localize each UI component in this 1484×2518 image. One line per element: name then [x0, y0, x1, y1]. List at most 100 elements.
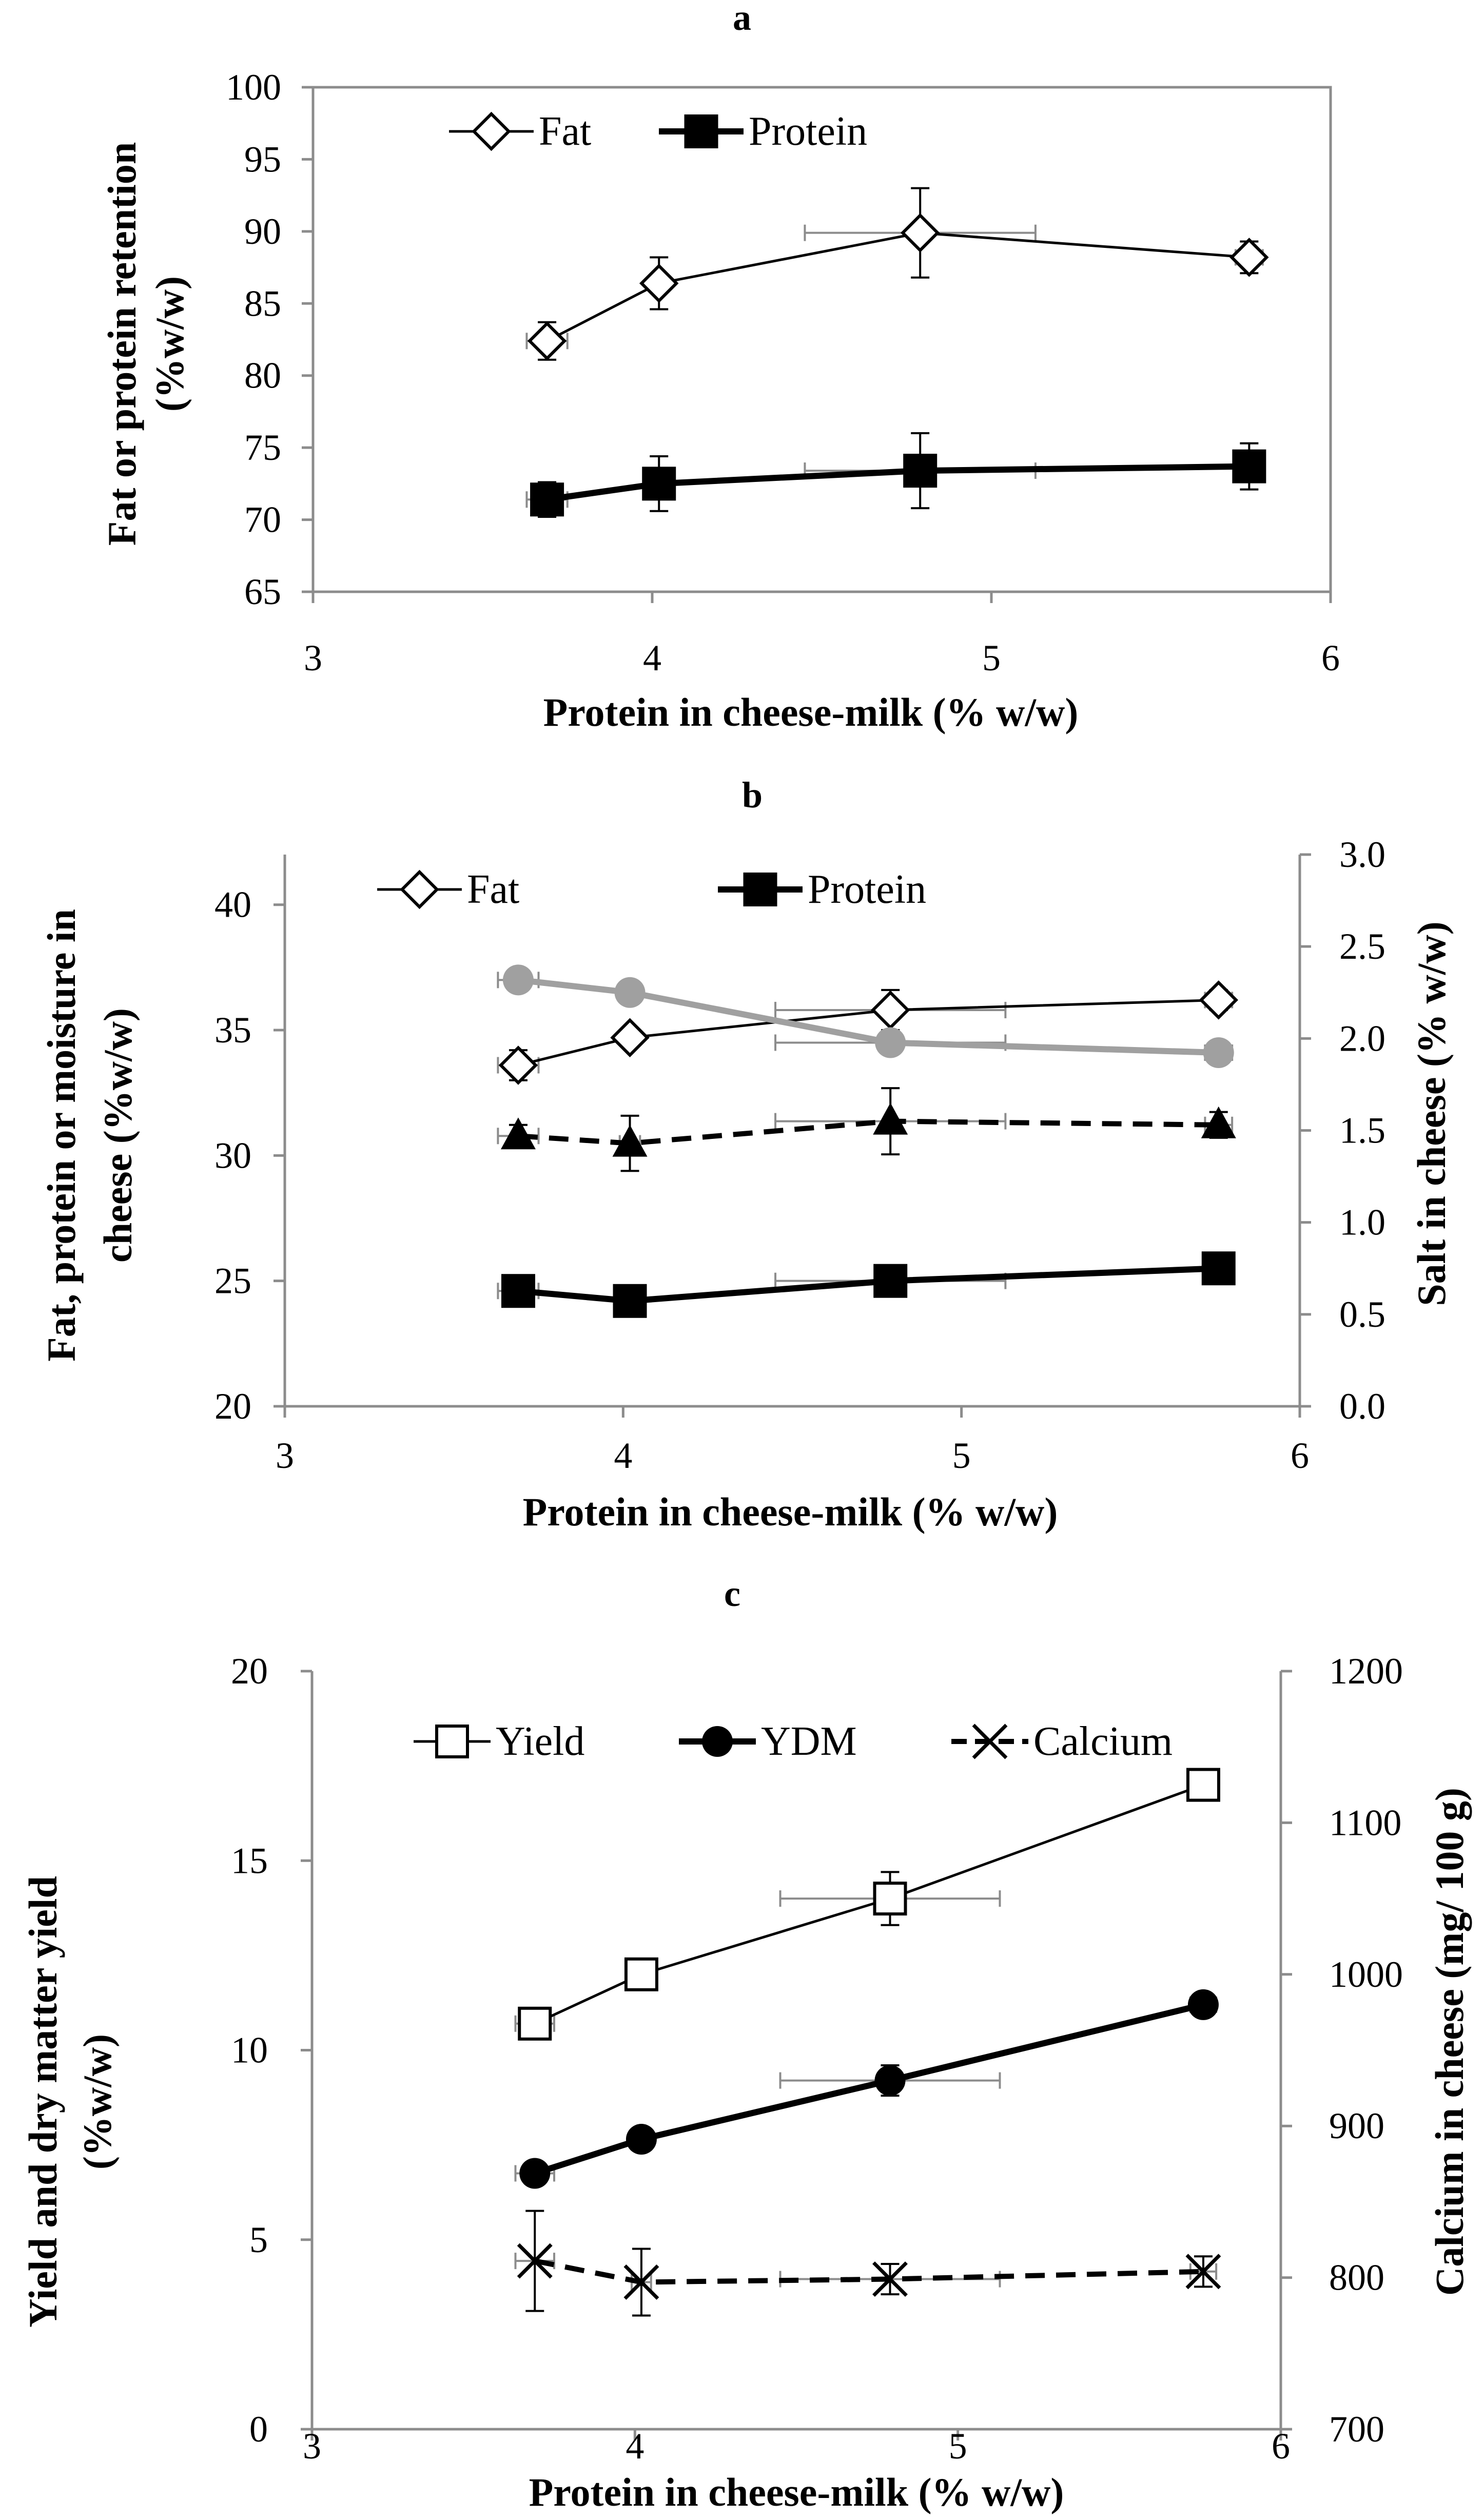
series-fat — [525, 187, 1269, 361]
legend-marker — [702, 1726, 733, 1757]
y2-tick-label: 2.0 — [1339, 1018, 1385, 1059]
data-point — [612, 1125, 648, 1157]
series-calcium — [514, 2210, 1221, 2317]
series-line — [534, 2258, 1204, 2285]
series-line — [518, 998, 1219, 1067]
y-axis-title-group: Fat or protein retention — [100, 142, 144, 546]
y2-axis-title-group: Calcium in cheese (mg/ 100 g) — [1427, 1788, 1472, 2296]
legend-label: Yield — [496, 1719, 584, 1764]
y-tick-label: 35 — [214, 1010, 251, 1051]
data-point — [1199, 980, 1239, 1020]
y-axis-title-group-2: cheese (%w/w) — [95, 1008, 140, 1263]
y2-tick-label: 0.5 — [1339, 1294, 1385, 1335]
y-tick-label: 0 — [249, 2409, 268, 2450]
series-line — [518, 1265, 1219, 1304]
y-axis-title: Fat or protein retention — [100, 142, 144, 546]
data-point — [1201, 1251, 1236, 1286]
x-tick-label: 5 — [952, 1435, 971, 1476]
y-tick-label: 20 — [214, 1386, 251, 1427]
series-line — [534, 2002, 1204, 2177]
data-point — [527, 321, 567, 361]
series-ydm — [514, 1989, 1219, 2189]
panel-letter: c — [724, 1573, 740, 1614]
data-point — [870, 990, 910, 1030]
data-point — [903, 454, 938, 488]
y-tick-label: 5 — [249, 2219, 268, 2260]
x-axis-title: Protein in cheese-milk (% w/w) — [543, 690, 1079, 734]
y2-axis-title-group: Salt in cheese (% w/w) — [1409, 921, 1454, 1306]
legend: Fat Protein — [377, 867, 926, 912]
y2-tick-label: 1200 — [1329, 1651, 1403, 1692]
y-tick-label: 70 — [244, 499, 281, 540]
y2-tick-label: 700 — [1329, 2409, 1384, 2450]
y2-tick-label: 900 — [1329, 2105, 1384, 2146]
data-point — [502, 964, 534, 996]
y-axis-title-line2: cheese (%w/w) — [95, 1008, 140, 1263]
data-point — [642, 467, 676, 501]
series-line — [546, 231, 1249, 342]
series-fat — [497, 980, 1239, 1085]
data-point — [1229, 238, 1269, 277]
y-tick-label: 100 — [226, 67, 281, 108]
data-point — [626, 2124, 657, 2155]
x-tick-label: 3 — [276, 1435, 294, 1476]
y-axis-title-line2: (%w/w) — [147, 276, 192, 412]
x-tick-label: 3 — [304, 637, 322, 679]
data-point — [530, 482, 564, 517]
data-point — [875, 1027, 906, 1058]
x-tick-label: 6 — [1272, 2426, 1290, 2467]
y-tick-label: 95 — [244, 139, 281, 180]
legend-label: Protein — [749, 109, 867, 154]
y2-tick-label: 1000 — [1329, 1954, 1403, 1995]
series-line — [518, 977, 1219, 1056]
series-yield — [514, 1768, 1220, 2041]
panel-letter: a — [733, 0, 751, 38]
data-point — [900, 213, 940, 253]
data-point — [613, 1284, 647, 1318]
y-axis-title-group: Yield and dry matter yield — [21, 1876, 65, 2328]
y-axis-title: Fat, protein or moisture in — [39, 909, 84, 1362]
y-axis-title-group-2: (%w/w) — [75, 2034, 120, 2170]
y-tick-label: 80 — [244, 355, 281, 396]
x-tick-label: 4 — [614, 1435, 632, 1476]
data-point — [500, 1117, 536, 1150]
series-unlabeled-2 — [497, 964, 1234, 1069]
data-point — [518, 2006, 552, 2041]
y-tick-label: 20 — [231, 1651, 268, 1692]
legend-label: Calcium — [1033, 1719, 1173, 1764]
data-point — [639, 263, 679, 303]
legend-label: Fat — [539, 109, 591, 154]
x-axis-title: Protein in cheese-milk (% w/w) — [523, 1489, 1058, 1534]
series-protein — [525, 432, 1266, 518]
y2-tick-label: 1.5 — [1339, 1110, 1385, 1151]
data-point — [1203, 1037, 1234, 1069]
data-point — [873, 1882, 907, 1916]
chart-panel-a: a 65 70 75 80 85 90 95 100 3 4 5 6 Protein in cheese-… — [100, 0, 1340, 734]
x-tick-label: 3 — [303, 2426, 321, 2467]
y-tick-label: 25 — [214, 1261, 251, 1302]
legend-marker — [743, 873, 777, 906]
y-tick-label: 90 — [244, 211, 281, 252]
y2-tick-label: 800 — [1329, 2257, 1384, 2298]
y2-tick-label: 3.0 — [1339, 834, 1385, 875]
y-axis-title-group: Fat, protein or moisture in — [39, 909, 84, 1362]
y2-tick-label: 2.5 — [1339, 926, 1385, 967]
series-line — [546, 463, 1249, 503]
data-point — [501, 1274, 535, 1308]
y2-tick-label: 1100 — [1329, 1802, 1401, 1843]
data-point — [519, 2158, 551, 2189]
series-protein — [497, 1251, 1236, 1318]
data-point — [872, 2261, 908, 2297]
y-tick-label: 15 — [231, 1840, 268, 1881]
data-point — [1232, 449, 1266, 483]
data-point — [610, 1018, 650, 1057]
x-tick-label: 4 — [626, 2426, 644, 2467]
y-tick-label: 85 — [244, 283, 281, 324]
data-point — [623, 2264, 659, 2300]
legend-label: YDM — [761, 1719, 857, 1764]
data-point — [873, 1102, 908, 1135]
legend-marker — [972, 1723, 1008, 1759]
y-tick-label: 10 — [231, 2030, 268, 2071]
legend-marker — [400, 869, 439, 909]
